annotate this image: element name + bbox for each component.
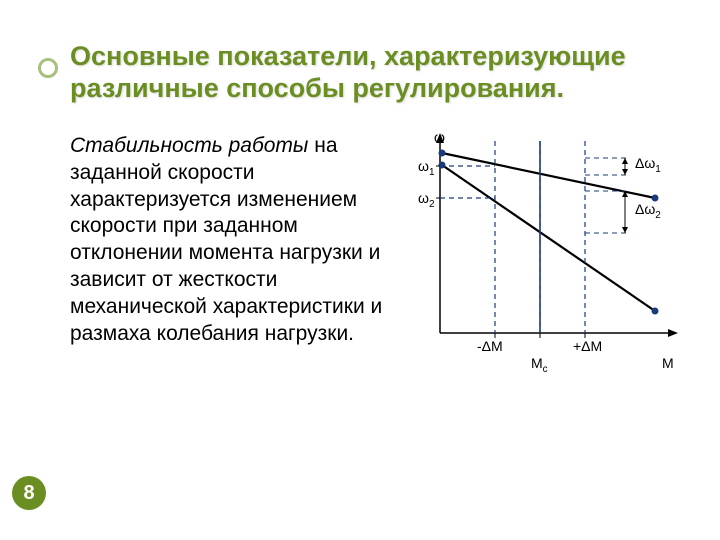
y-tick-w1: ω1 xyxy=(418,158,435,178)
title-line-2: различные способы регулирования. xyxy=(70,73,564,103)
slide-title: Основные показатели, характеризующие раз… xyxy=(70,40,690,105)
x-axis-end: M xyxy=(662,355,674,371)
x-plus-dm: +ΔM xyxy=(573,338,602,354)
y-axis-label: ω xyxy=(434,129,445,145)
delta-w1: Δω1 xyxy=(635,155,661,175)
x-mc: Mc xyxy=(531,355,548,375)
body-rest: на заданной скорости характеризуется изм… xyxy=(70,134,382,345)
slide-number-badge: 8 xyxy=(12,476,46,510)
slide-number: 8 xyxy=(23,482,34,505)
chart-container: ω ω1 ω2 -ΔM +ΔM Mc M Δω1 Δω2 xyxy=(400,133,690,348)
y-tick-w2: ω2 xyxy=(418,190,435,210)
bullet-icon xyxy=(38,58,58,78)
delta-w2: Δω2 xyxy=(635,201,661,221)
body-italic: Стабильность работы xyxy=(70,134,308,157)
x-minus-dm: -ΔM xyxy=(477,338,503,354)
title-line-1: Основные показатели, характеризующие xyxy=(70,41,626,71)
body-paragraph: Стабильность работы на заданной скорости… xyxy=(70,133,390,348)
